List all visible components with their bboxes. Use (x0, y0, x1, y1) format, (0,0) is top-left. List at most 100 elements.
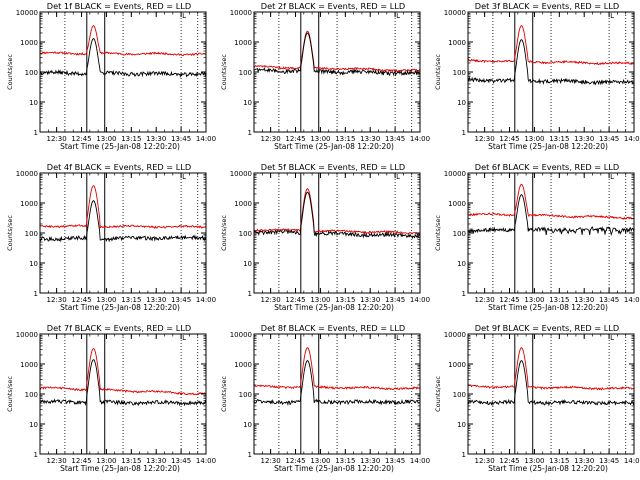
x-tick-label: 12:45 (71, 296, 91, 304)
x-tick-label: 14:00 (410, 135, 430, 143)
y-tick-label: 1000 (234, 361, 252, 369)
events-series-line (253, 191, 421, 240)
x-tick-label: 12:30 (261, 135, 281, 143)
x-tick-label: 13:00 (524, 135, 544, 143)
y-tick-label: 10 (457, 421, 466, 429)
x-tick-label: 14:00 (410, 457, 430, 465)
x-tick-label: 13:00 (96, 135, 116, 143)
y-tick-label: 100 (25, 391, 38, 399)
x-tick-label: 13:30 (574, 296, 594, 304)
lld-series-line (39, 185, 207, 230)
events-series-line (39, 38, 207, 78)
y-tick-label: 1000 (234, 200, 252, 208)
x-tick-label: 13:00 (524, 296, 544, 304)
x-tick-label: 12:30 (47, 457, 67, 465)
x-tick-label: 13:45 (385, 457, 405, 465)
x-tick-label: 13:30 (574, 457, 594, 465)
x-tick-label: 13:15 (121, 135, 141, 143)
lld-series-line (253, 30, 421, 73)
x-axis-label: Start Time (25-Jan-08 12:20:20) (274, 464, 394, 473)
marker-label: L (610, 12, 614, 20)
x-tick-label: 14:00 (196, 296, 216, 304)
y-tick-label: 10000 (16, 331, 38, 339)
x-tick-label: 13:45 (385, 296, 405, 304)
x-tick-label: 14:00 (624, 457, 640, 465)
panel-title: Det 3f BLACK = Events, RED = LLD (475, 1, 619, 11)
x-tick-label: 13:45 (171, 457, 191, 465)
x-tick-label: 13:30 (360, 296, 380, 304)
x-tick-label: 14:00 (410, 296, 430, 304)
y-tick-label: 100 (239, 391, 252, 399)
x-axis-label: Start Time (25-Jan-08 12:20:20) (274, 142, 394, 151)
y-tick-label: 1 (34, 290, 38, 298)
x-tick-label: 12:30 (47, 296, 67, 304)
y-tick-label: 1000 (20, 361, 38, 369)
y-axis-label: Counts/sec (434, 215, 442, 251)
y-tick-label: 10000 (16, 170, 38, 178)
x-tick-label: 12:45 (285, 296, 305, 304)
x-tick-label: 12:45 (71, 457, 91, 465)
x-tick-label: 13:15 (549, 296, 569, 304)
marker-label: L (396, 173, 400, 181)
y-axis-label: Counts/sec (6, 376, 14, 412)
lld-series-line (467, 347, 635, 391)
x-tick-label: 12:30 (475, 296, 495, 304)
x-tick-label: 12:45 (285, 135, 305, 143)
y-tick-label: 10000 (230, 331, 252, 339)
x-tick-label: 13:15 (549, 457, 569, 465)
x-tick-label: 14:00 (196, 457, 216, 465)
x-axis-label: Start Time (25-Jan-08 12:20:20) (60, 142, 180, 151)
panel-title: Det 5f BLACK = Events, RED = LLD (261, 162, 405, 172)
x-tick-label: 13:45 (599, 296, 619, 304)
lld-series-line (39, 25, 206, 57)
x-tick-label: 13:15 (335, 135, 355, 143)
y-tick-label: 10000 (230, 9, 252, 17)
panel-title: Det 1f BLACK = Events, RED = LLD (47, 1, 191, 11)
events-series-line (467, 360, 635, 407)
x-tick-label: 13:00 (310, 457, 330, 465)
x-tick-label: 13:00 (96, 296, 116, 304)
marker-label: L (610, 173, 614, 181)
events-series-line (253, 32, 421, 77)
y-axis-label: Counts/sec (220, 54, 228, 90)
x-tick-label: 14:00 (624, 135, 640, 143)
y-tick-label: 10000 (444, 170, 466, 178)
y-tick-label: 1000 (234, 39, 252, 47)
x-tick-label: 13:30 (574, 135, 594, 143)
x-axis-label: Start Time (25-Jan-08 12:20:20) (60, 303, 180, 312)
y-tick-label: 10000 (230, 170, 252, 178)
y-tick-label: 100 (25, 230, 38, 238)
y-tick-label: 10 (243, 421, 252, 429)
y-tick-label: 100 (453, 69, 466, 77)
events-series-line (467, 39, 635, 86)
x-tick-label: 13:45 (385, 135, 405, 143)
y-tick-label: 10000 (444, 9, 466, 17)
marker-label: L (396, 334, 400, 342)
panel-title: Det 2f BLACK = Events, RED = LLD (261, 1, 405, 11)
y-tick-label: 1 (462, 290, 466, 298)
x-tick-label: 13:15 (335, 457, 355, 465)
x-tick-label: 13:45 (599, 135, 619, 143)
marker-label: L (182, 12, 186, 20)
y-axis-label: Counts/sec (220, 376, 228, 412)
panel-title: Det 7f BLACK = Events, RED = LLD (47, 323, 191, 333)
lld-series-line (467, 25, 635, 66)
y-axis-label: Counts/sec (6, 215, 14, 251)
panel-title: Det 9f BLACK = Events, RED = LLD (475, 323, 619, 333)
y-tick-label: 10 (457, 260, 466, 268)
x-tick-label: 12:45 (499, 135, 519, 143)
y-tick-label: 100 (239, 230, 252, 238)
x-axis-label: Start Time (25-Jan-08 12:20:20) (274, 303, 394, 312)
y-tick-label: 1 (462, 451, 466, 459)
marker-label: L (182, 334, 186, 342)
y-tick-label: 10 (243, 260, 252, 268)
x-axis-label: Start Time (25-Jan-08 12:20:20) (60, 464, 180, 473)
x-tick-label: 13:45 (171, 135, 191, 143)
